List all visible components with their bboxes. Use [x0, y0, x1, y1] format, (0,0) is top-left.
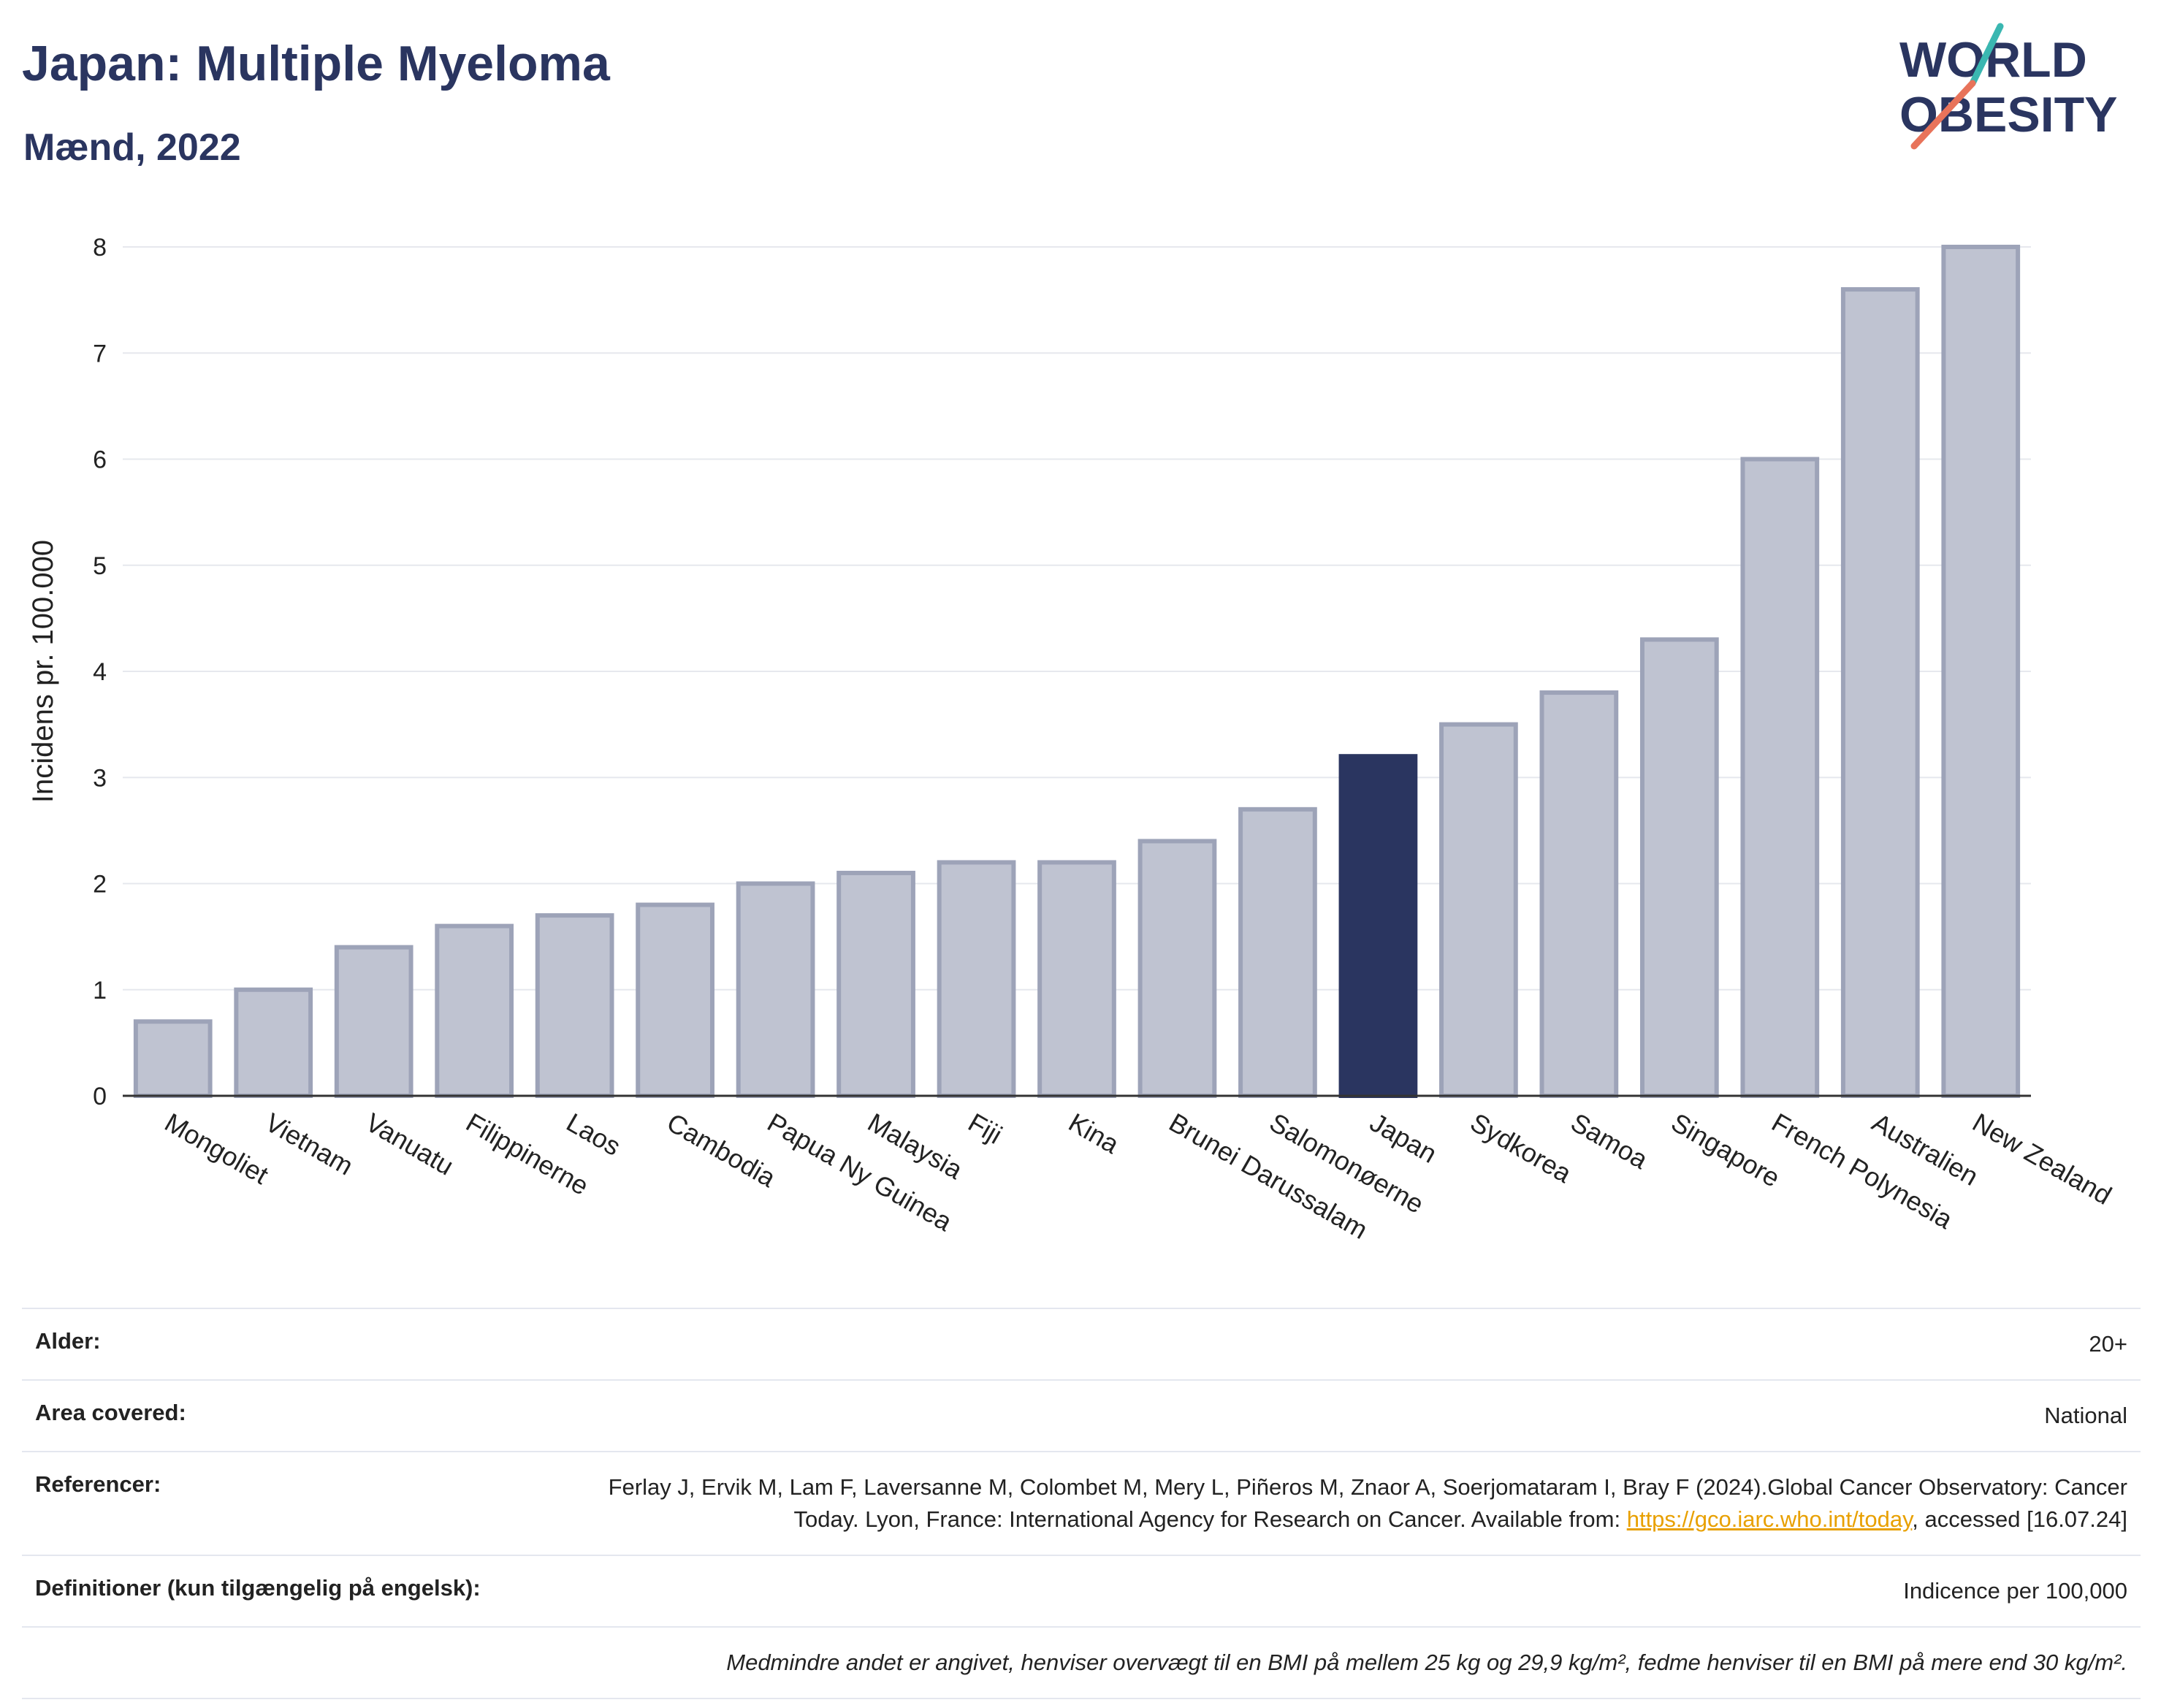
x-category-label: Singapore — [1666, 1107, 1785, 1193]
y-axis-ticks: 0 1 2 3 4 5 6 7 8 — [93, 234, 107, 1110]
references-label: Referencer: — [35, 1471, 161, 1497]
x-category-label: Mongoliet — [160, 1107, 274, 1190]
x-category-label: Papua Ny Guinea — [763, 1107, 958, 1237]
bar-sydkorea — [1439, 722, 1518, 1098]
x-category-label: Samoa — [1566, 1107, 1653, 1175]
y-tick-label: 7 — [93, 340, 107, 367]
y-tick-label: 5 — [93, 552, 107, 580]
x-category-label: Vanuatu — [361, 1107, 459, 1181]
info-row-age: Alder: 20+ — [22, 1308, 2141, 1379]
info-row-definitions: Definitioner (kun tilgængelig på engelsk… — [22, 1555, 2141, 1626]
age-label: Alder: — [35, 1328, 101, 1354]
bar-laos — [535, 913, 614, 1098]
bar-vietnam — [234, 987, 313, 1098]
references-link[interactable]: https://gco.iarc.who.int/today — [1626, 1506, 1913, 1532]
bar-australien — [1840, 287, 1920, 1099]
x-category-label: Vietnam — [260, 1107, 358, 1181]
x-category-label: New Zealand — [1967, 1107, 2116, 1211]
y-tick-label: 2 — [93, 871, 107, 899]
info-table: Alder: 20+ Area covered: National Refere… — [22, 1308, 2141, 1699]
y-tick-label: 0 — [93, 1083, 107, 1110]
x-category-label: Cambodia — [662, 1107, 781, 1193]
references-value: Ferlay J, Ervik M, Lam F, Laversanne M, … — [593, 1471, 2127, 1536]
y-tick-label: 4 — [93, 658, 107, 686]
bar-brunei-darussalam — [1137, 839, 1217, 1099]
area-value: National — [2044, 1403, 2127, 1428]
bar-fiji — [937, 860, 1016, 1098]
age-value: 20+ — [2089, 1331, 2127, 1357]
definitions-value: Indicence per 100,000 — [1903, 1578, 2127, 1604]
bar-kina — [1037, 860, 1116, 1098]
info-row-area: Area covered: National — [22, 1379, 2141, 1451]
y-axis-label: Incidens pr. 100.000 — [27, 540, 59, 803]
x-category-label: Kina — [1064, 1107, 1125, 1159]
y-tick-label: 3 — [93, 764, 107, 792]
bar-salomon-erne — [1238, 807, 1317, 1098]
info-row-references: Referencer: Ferlay J, Ervik M, Lam F, La… — [22, 1451, 2141, 1555]
area-label: Area covered: — [35, 1400, 186, 1425]
x-category-label: Laos — [562, 1107, 626, 1162]
bar-papua-ny-guinea — [736, 881, 815, 1098]
x-category-label: Fiji — [964, 1107, 1007, 1149]
definition-note: Medmindre andet er angivet, henviser ove… — [726, 1650, 2127, 1675]
svg-text:OBESITY: OBESITY — [1899, 87, 2118, 142]
bar-singapore — [1639, 637, 1719, 1098]
references-accessed: , accessed [16.07.24] — [1912, 1506, 2127, 1532]
chart-title: Japan: Multiple Myeloma — [22, 36, 610, 91]
x-category-label: Japan — [1365, 1107, 1441, 1169]
bar-japan — [1338, 754, 1418, 1098]
definitions-label: Definitioner (kun tilgængelig på engelsk… — [35, 1575, 481, 1601]
world-obesity-logo: WORLD OBESITY — [1899, 23, 2118, 150]
bar-new-zealand — [1941, 245, 2021, 1098]
x-category-label: French Polynesia — [1766, 1107, 1958, 1235]
bars — [133, 245, 2021, 1099]
bar-mongoliet — [133, 1019, 213, 1098]
y-tick-label: 1 — [93, 977, 107, 1004]
bar-filippinerne — [435, 923, 514, 1098]
references-text: Ferlay J, Ervik M, Lam F, Laversanne M, … — [608, 1474, 2127, 1532]
chart-subtitle: Mænd, 2022 — [23, 126, 241, 169]
y-tick-label: 6 — [93, 446, 107, 474]
y-tick-label: 8 — [93, 234, 107, 262]
bar-samoa — [1539, 690, 1619, 1098]
bar-vanuatu — [334, 945, 413, 1099]
x-category-label: Sydkorea — [1466, 1107, 1577, 1189]
bar-cambodia — [636, 902, 714, 1099]
info-row-note: Medmindre andet er angivet, henviser ove… — [22, 1626, 2141, 1699]
bar-french-polynesia — [1740, 457, 1820, 1098]
bar-malaysia — [836, 870, 915, 1098]
